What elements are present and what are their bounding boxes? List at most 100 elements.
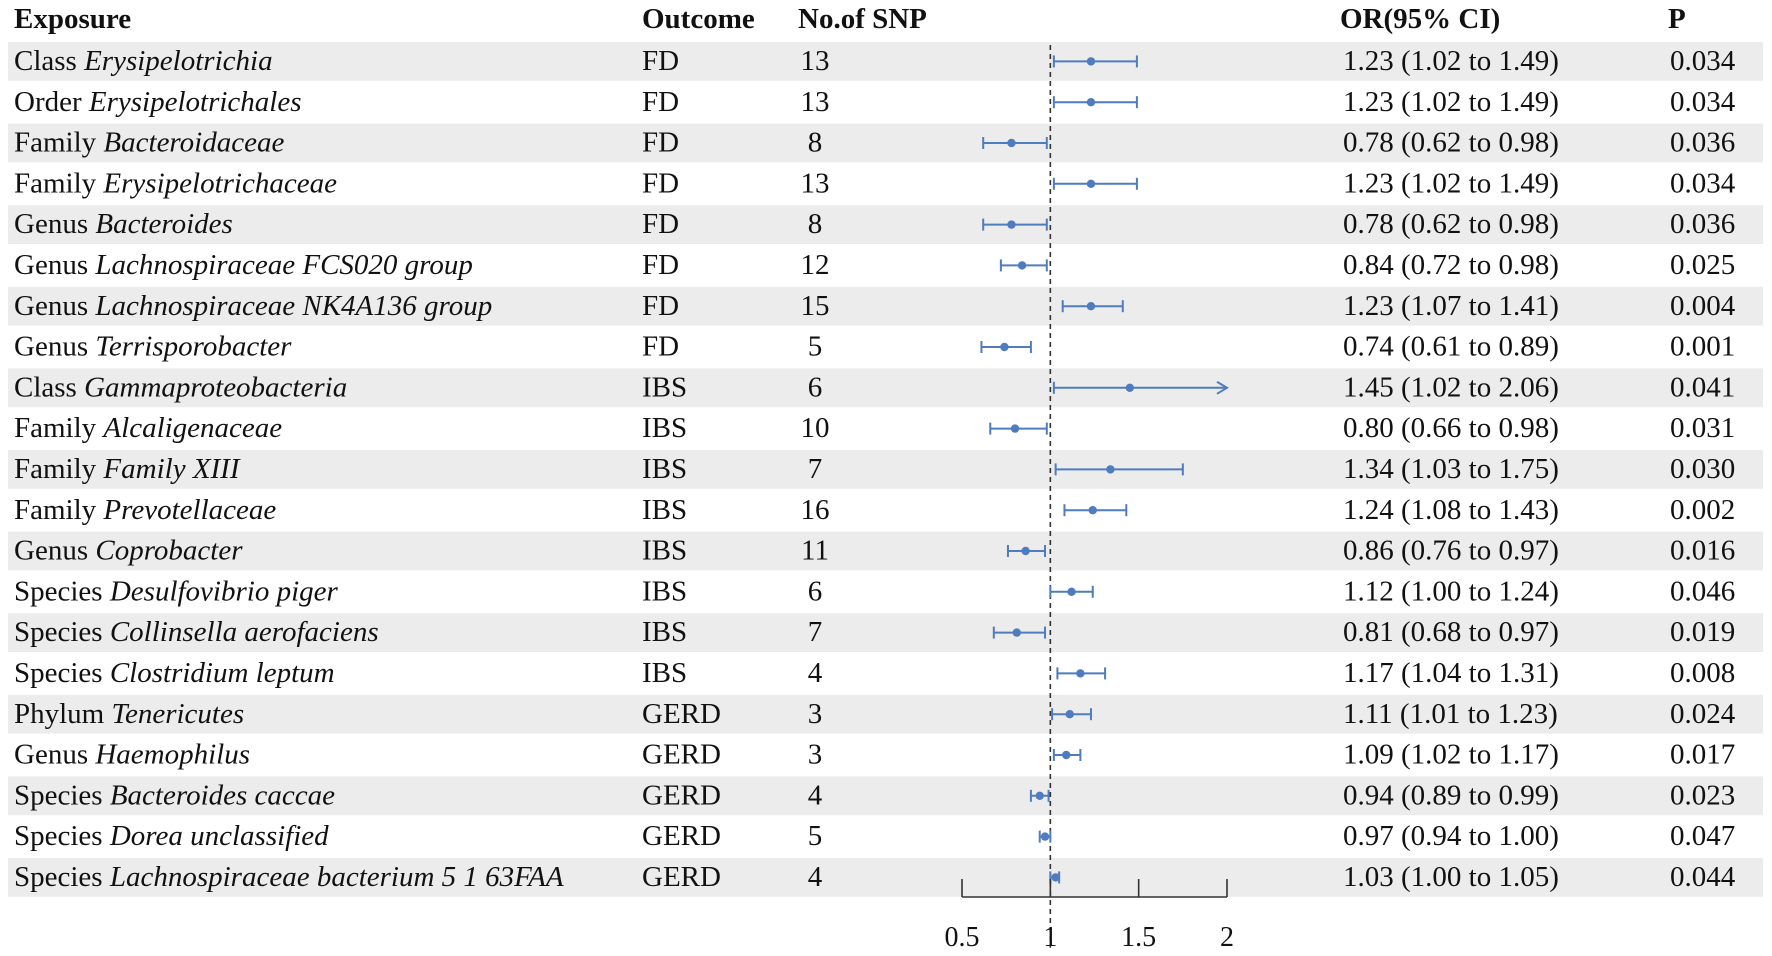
or-point xyxy=(1067,587,1076,596)
nsnp-value: 10 xyxy=(801,412,830,444)
exposure-label: Species Lachnospiraceae bacterium 5 1 63… xyxy=(14,861,564,893)
p-value: 0.025 xyxy=(1670,249,1735,281)
table-row: Family Alcaligenaceae IBS 10 0.80 (0.66 to … xyxy=(14,412,1735,444)
taxon-rank: Species xyxy=(14,575,110,607)
taxon-rank: Class xyxy=(14,371,84,403)
header-nsnp: No.of SNP xyxy=(798,3,927,35)
p-value: 0.004 xyxy=(1670,290,1736,322)
or-ci-text: 0.81 (0.68 to 0.97) xyxy=(1343,616,1559,648)
or-ci-text: 1.03 (1.00 to 1.05) xyxy=(1343,861,1559,893)
table-row: Class Erysipelotrichia FD 13 1.23 (1.02 to … xyxy=(14,45,1736,77)
p-value: 0.030 xyxy=(1670,453,1735,485)
taxon-rank: Order xyxy=(14,86,89,118)
taxon-name: Gammaproteobacteria xyxy=(84,371,347,403)
taxon-rank: Genus xyxy=(14,249,95,281)
exposure-label: Class Gammaproteobacteria xyxy=(14,371,347,403)
exposure-label: Family Alcaligenaceae xyxy=(14,412,282,444)
p-value: 0.034 xyxy=(1670,86,1736,118)
or-point xyxy=(1010,424,1020,433)
table-row: Family Prevotellaceae IBS 16 1.24 (1.08 to … xyxy=(14,494,1735,526)
taxon-rank: Family xyxy=(14,453,103,485)
header-or: OR(95% CI) xyxy=(1340,3,1500,35)
p-value: 0.019 xyxy=(1670,616,1735,648)
outcome-label: IBS xyxy=(642,371,687,403)
taxon-rank: Species xyxy=(14,820,110,852)
taxon-rank: Class xyxy=(14,45,84,77)
row-stripe xyxy=(8,858,1763,897)
x-tick-label: 0.5 xyxy=(945,922,980,953)
table-row: Species Collinsella aerofaciens IBS 7 0.81 … xyxy=(14,616,1735,648)
taxon-name: Tenericutes xyxy=(112,698,245,730)
table-row: Genus Haemophilus GERD 3 1.09 (1.02 to 1.17… xyxy=(14,739,1735,771)
row-stripe xyxy=(8,368,1763,408)
row-stripe xyxy=(8,123,1763,163)
x-tick-label: 2 xyxy=(1220,922,1234,953)
or-ci-text: 1.11 (1.01 to 1.23) xyxy=(1343,698,1558,730)
exposure-label: Genus Lachnospiraceae NK4A136 group xyxy=(14,290,492,322)
taxon-rank: Genus xyxy=(14,739,95,771)
outcome-label: FD xyxy=(642,167,679,199)
p-value: 0.001 xyxy=(1670,331,1735,363)
outcome-label: GERD xyxy=(642,698,721,730)
table-row: Species Lachnospiraceae bacterium 5 1 63… xyxy=(14,861,1736,893)
p-value: 0.034 xyxy=(1670,45,1736,77)
p-value: 0.044 xyxy=(1670,861,1736,893)
row-stripe xyxy=(8,776,1763,816)
p-value: 0.023 xyxy=(1670,779,1735,811)
or-ci-text: 0.86 (0.76 to 0.97) xyxy=(1343,535,1559,567)
or-ci-text: 0.78 (0.62 to 0.98) xyxy=(1343,208,1559,240)
nsnp-value: 5 xyxy=(808,331,823,363)
taxon-name: Terrisporobacter xyxy=(95,331,292,363)
taxon-rank: Species xyxy=(14,616,110,648)
outcome-label: GERD xyxy=(642,739,721,771)
nsnp-value: 4 xyxy=(808,779,823,811)
taxon-rank: Species xyxy=(14,861,110,893)
taxon-name: Bacteroides xyxy=(95,208,232,240)
or-ci-text: 1.12 (1.00 to 1.24) xyxy=(1343,575,1559,607)
outcome-label: GERD xyxy=(642,820,721,852)
exposure-label: Species Collinsella aerofaciens xyxy=(14,616,379,648)
row-stripe xyxy=(8,450,1763,489)
exposure-label: Genus Coprobacter xyxy=(14,535,243,567)
exposure-label: Family Bacteroidaceae xyxy=(14,127,284,159)
taxon-name: Bacteroides caccae xyxy=(110,779,335,811)
taxon-rank: Species xyxy=(14,657,110,689)
or-point xyxy=(1062,750,1071,760)
outcome-label: FD xyxy=(642,127,679,159)
nsnp-value: 7 xyxy=(808,616,823,648)
table-row: Species Dorea unclassified GERD 5 0.97 (0.9… xyxy=(14,820,1735,852)
taxon-rank: Species xyxy=(14,779,110,811)
p-value: 0.036 xyxy=(1670,208,1735,240)
outcome-label: IBS xyxy=(642,412,687,444)
or-point xyxy=(1106,465,1115,474)
nsnp-value: 7 xyxy=(808,453,823,485)
table-row: Species Desulfovibrio piger IBS 6 1.12 (1.0… xyxy=(14,575,1735,607)
outcome-label: IBS xyxy=(642,657,687,689)
exposure-label: Phylum Tenericutes xyxy=(14,698,244,730)
taxon-rank: Phylum xyxy=(14,698,112,730)
nsnp-value: 13 xyxy=(801,45,830,77)
table-row: Phylum Tenericutes GERD 3 1.11 (1.01 to 1.2… xyxy=(14,698,1736,730)
table-row: Family Family XIII IBS 7 1.34 (1.03 to 1.75… xyxy=(14,453,1735,485)
outcome-label: IBS xyxy=(642,494,687,526)
table-row: Family Erysipelotrichaceae FD 13 1.23 (1.02… xyxy=(14,167,1736,199)
table-row: Family Bacteroidaceae FD 8 0.78 (0.62 to 0.… xyxy=(14,127,1735,159)
nsnp-value: 12 xyxy=(801,249,830,281)
or-ci-text: 0.78 (0.62 to 0.98) xyxy=(1343,127,1559,159)
row-stripes xyxy=(8,42,1763,897)
or-point xyxy=(1086,98,1096,107)
nsnp-value: 3 xyxy=(808,698,823,730)
taxon-rank: Family xyxy=(14,412,103,444)
or-ci-text: 0.94 (0.89 to 0.99) xyxy=(1343,779,1559,811)
taxon-rank: Family xyxy=(14,167,103,199)
outcome-label: IBS xyxy=(642,535,687,567)
nsnp-value: 6 xyxy=(808,371,823,403)
exposure-label: Family Erysipelotrichaceae xyxy=(14,167,337,199)
exposure-label: Species Bacteroides caccae xyxy=(14,779,335,811)
nsnp-value: 4 xyxy=(808,861,823,893)
or-ci-text: 0.80 (0.66 to 0.98) xyxy=(1343,412,1559,444)
p-value: 0.041 xyxy=(1670,371,1735,403)
header-outcome: Outcome xyxy=(642,3,755,35)
row-stripe xyxy=(8,205,1763,244)
row-stripe xyxy=(8,531,1763,571)
